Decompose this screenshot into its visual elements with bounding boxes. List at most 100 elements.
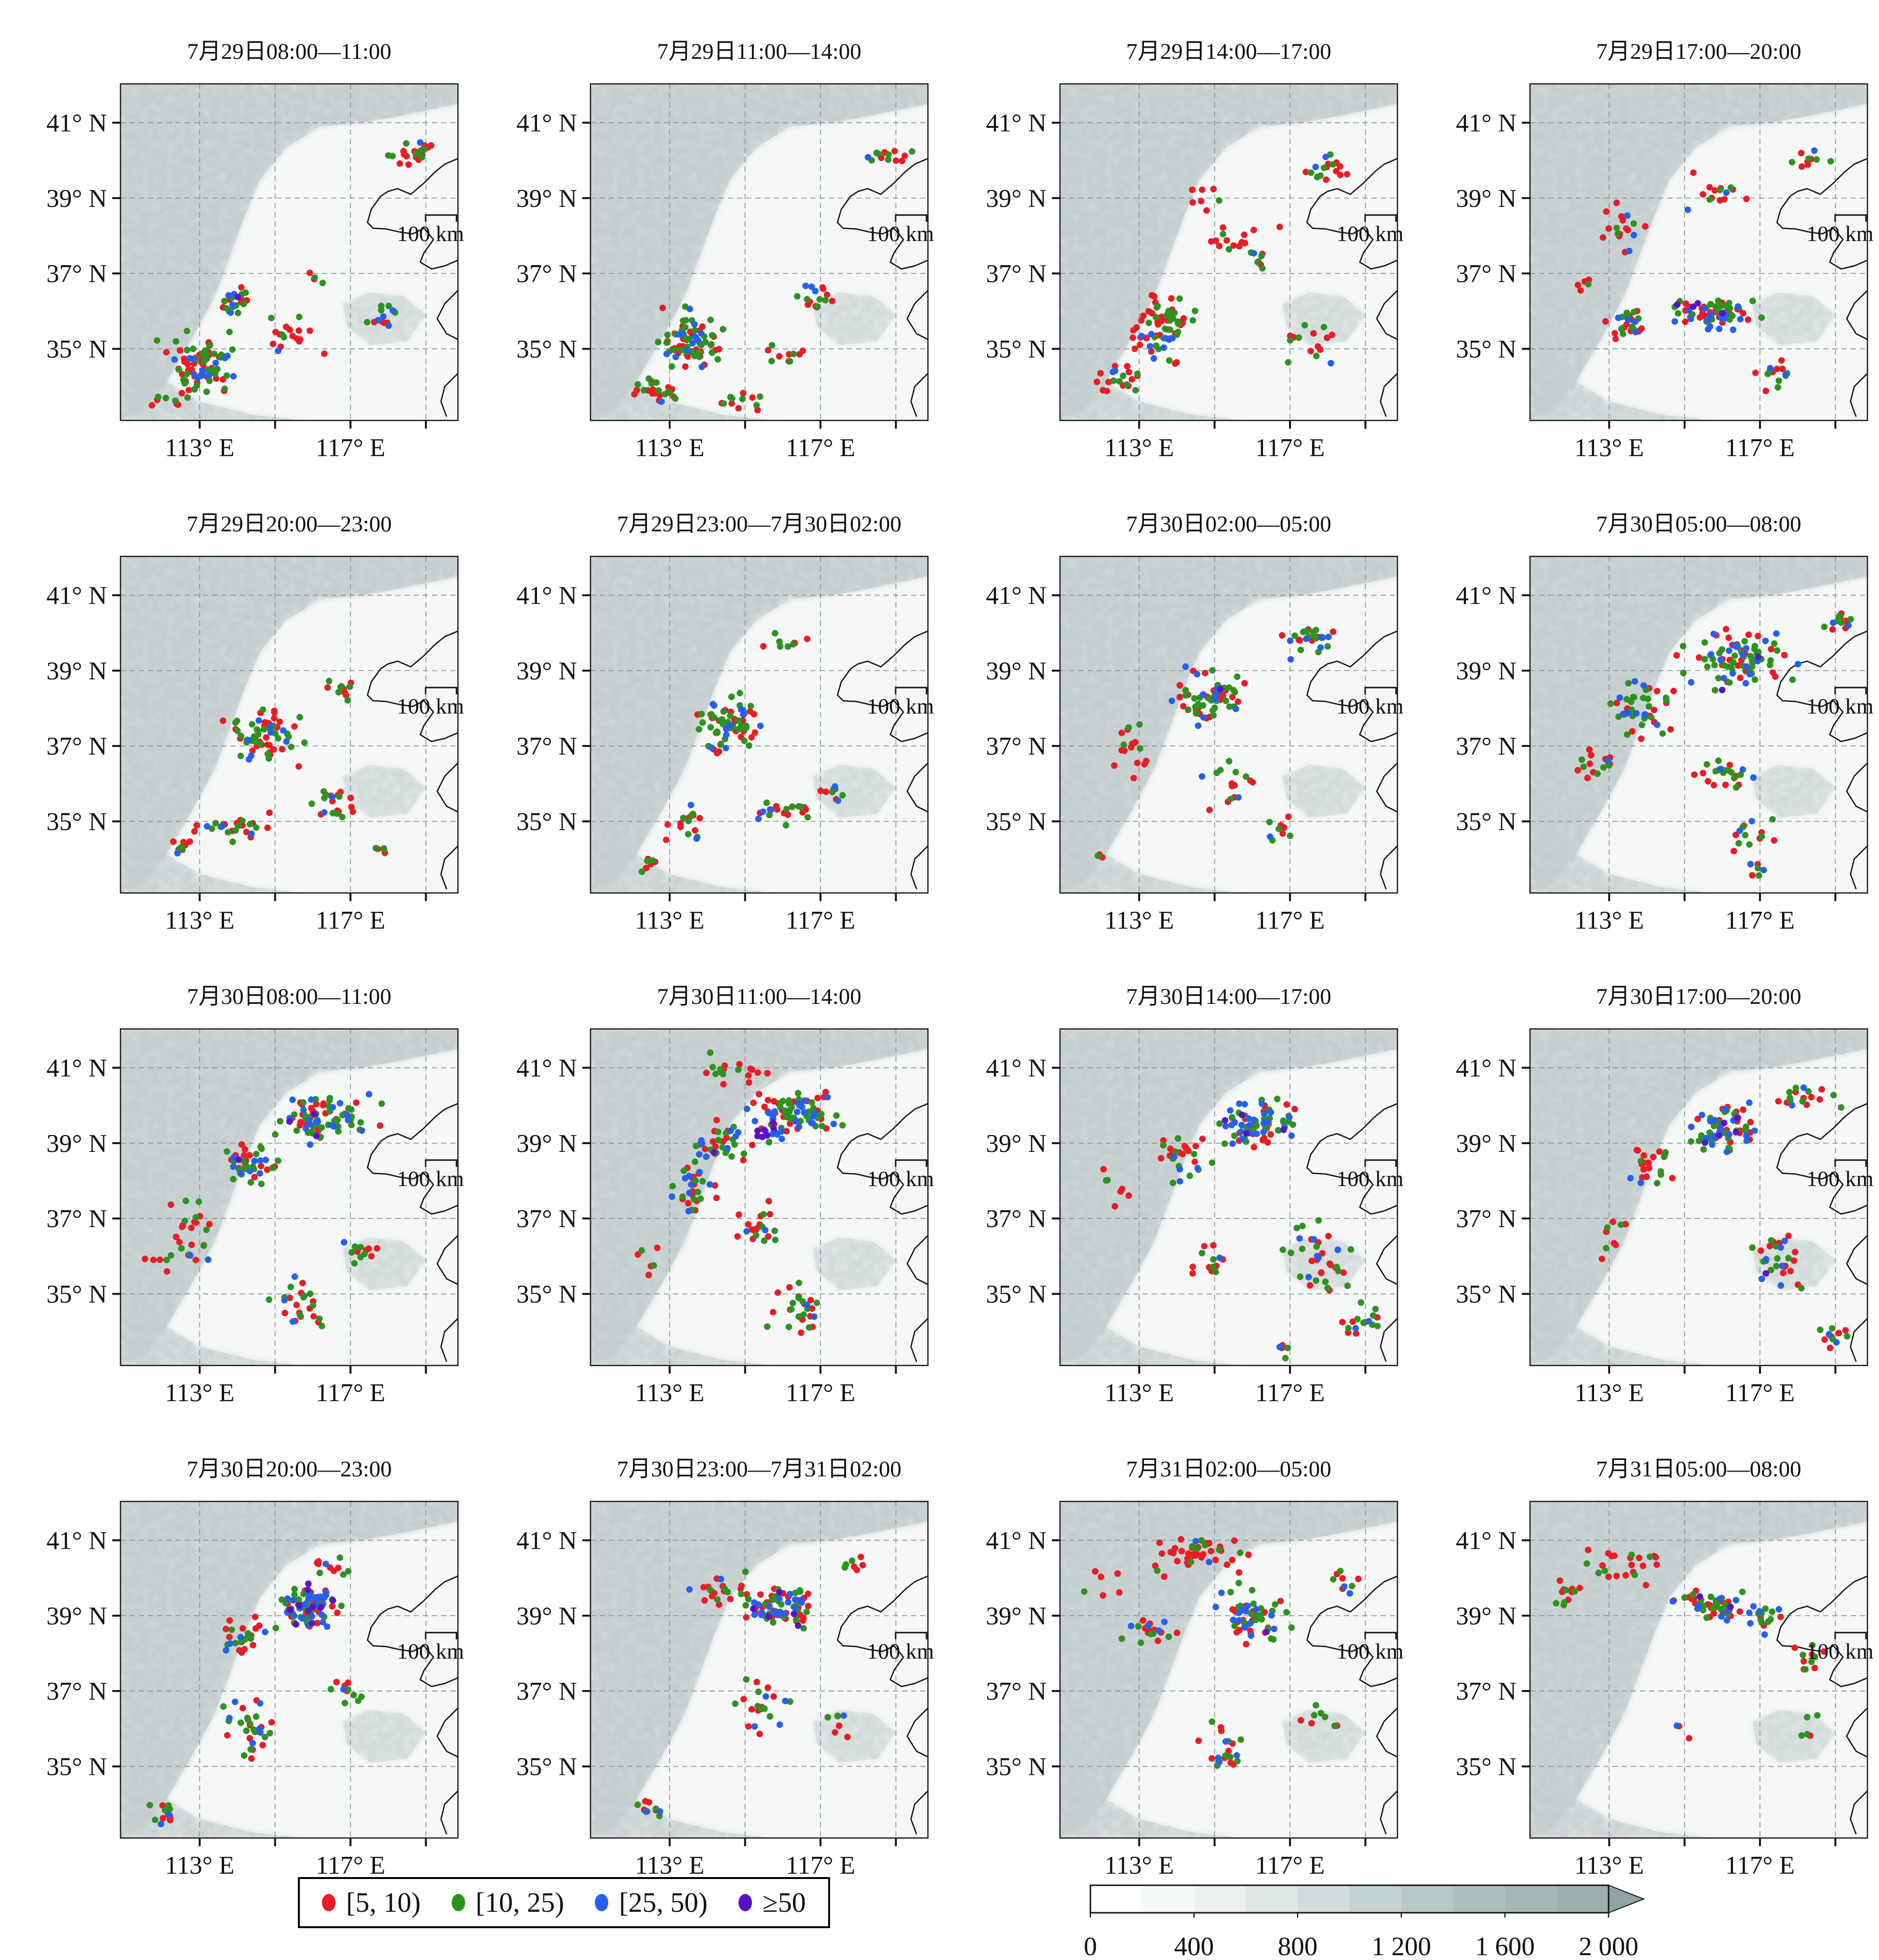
station-dot-green [377,307,385,313]
station-dot-green [347,683,353,690]
station-dot-red [1231,782,1238,789]
station-dot-green [821,297,829,304]
station-dot-blue [1150,355,1157,362]
station-dot-red [1622,1572,1629,1579]
station-dot-green [740,1150,747,1157]
station-dot-red [269,340,277,348]
station-dot-green [287,1284,294,1290]
lat-tick-label: 35° N [1456,335,1517,363]
station-dot-green [760,1211,767,1218]
station-dot-green [1287,832,1294,839]
station-dot-blue [1604,757,1611,764]
station-dot-red [1633,1147,1640,1153]
station-dot-blue [291,1612,298,1620]
panel-border [1059,83,1398,421]
station-dot-red [1231,1537,1238,1544]
station-dot-red [1172,360,1179,367]
station-dot-blue [1762,637,1769,644]
station-dot-blue [307,1141,314,1148]
station-dot-red [1307,348,1314,354]
station-dot-green [718,716,725,723]
station-dot-blue [672,353,679,361]
station-dot-green [707,1586,713,1594]
station-dot-blue [1171,1153,1178,1161]
station-dot-purple [1718,687,1725,693]
station-dot-red [1326,1260,1333,1267]
station-dot-blue [1737,316,1744,323]
terrain-texture [1530,1294,1715,1365]
station-dot-red [248,1755,255,1762]
station-dot-green [663,339,670,346]
colorbar-tick-label: 1 600 [1475,1932,1535,1960]
scale-bar-label: 100 km [397,1166,464,1191]
station-dot-red [1772,673,1779,680]
colorbar-segment [1401,1885,1454,1913]
lon-tick-label: 113° E [635,434,704,462]
station-dot-blue [1216,1255,1223,1261]
station-dot-red [239,1625,246,1632]
station-dot-green [300,1099,307,1106]
station-dot-blue [1287,656,1294,663]
lat-tick-label: 35° N [516,1280,577,1308]
station-dot-green [1729,659,1736,666]
station-dot-red [1775,1098,1782,1105]
station-dot-green [707,316,714,324]
station-dot-green [1275,1127,1282,1134]
station-dot-red [1235,698,1241,705]
station-dot-green [1125,724,1132,731]
station-dot-green [745,742,752,749]
station-dot-red [1586,760,1593,767]
station-dot-purple [235,1156,242,1163]
station-dot-red [1339,1575,1346,1582]
station-dot-blue [1625,247,1633,255]
station-dot-green [340,1571,347,1578]
station-dot-green [783,806,790,812]
lat-tick-label: 41° N [46,1054,107,1082]
station-dot-red [252,1613,259,1621]
lon-tick-label: 117° E [1725,906,1794,934]
station-dot-blue [776,1721,783,1728]
lat-tick-label: 41° N [46,1527,107,1555]
station-dot-blue [267,722,274,730]
station-dot-green [233,717,241,724]
station-dot-red [642,1798,649,1805]
station-dot-green [1118,1635,1125,1642]
station-dot-red [784,811,791,818]
station-dot-red [257,1162,265,1170]
colorbar-tick-label: 0 [1084,1932,1097,1960]
station-dot-red [266,809,273,816]
station-dot-red [748,734,755,741]
station-dot-red [403,153,410,160]
coastline [1849,845,1867,890]
station-dot-blue [1710,630,1717,637]
station-dot-red [1779,1270,1786,1276]
station-dot-green [715,1136,722,1144]
station-dot-red [1628,1561,1635,1568]
station-dot-red [1167,1549,1174,1555]
station-dot-blue [1762,1256,1770,1263]
station-dot-red [1230,242,1237,249]
lon-tick-label: 113° E [1104,1379,1174,1407]
station-dot-blue [1669,1598,1676,1605]
station-dot-green [1631,1571,1638,1579]
station-dot-green [1602,1244,1610,1252]
station-dot-purple [1243,1130,1250,1137]
station-dot-red [1811,1664,1818,1672]
station-dot-blue [256,1700,264,1707]
station-dot-blue [685,1208,692,1215]
station-dot-red [746,708,753,715]
station-dot-blue [205,372,213,379]
station-dot-green [769,1619,777,1626]
station-dot-green [776,638,783,645]
station-dot-blue [743,1228,750,1235]
station-dot-red [1333,168,1340,175]
panel-border [590,83,928,421]
station-dot-red [186,387,192,393]
station-dot-red [1640,1152,1647,1159]
lon-tick-label: 113° E [1104,434,1174,462]
station-dot-green [699,1178,706,1185]
station-dot-green [412,150,419,158]
station-dot-red [1754,633,1761,639]
station-dot-blue [1302,635,1310,642]
